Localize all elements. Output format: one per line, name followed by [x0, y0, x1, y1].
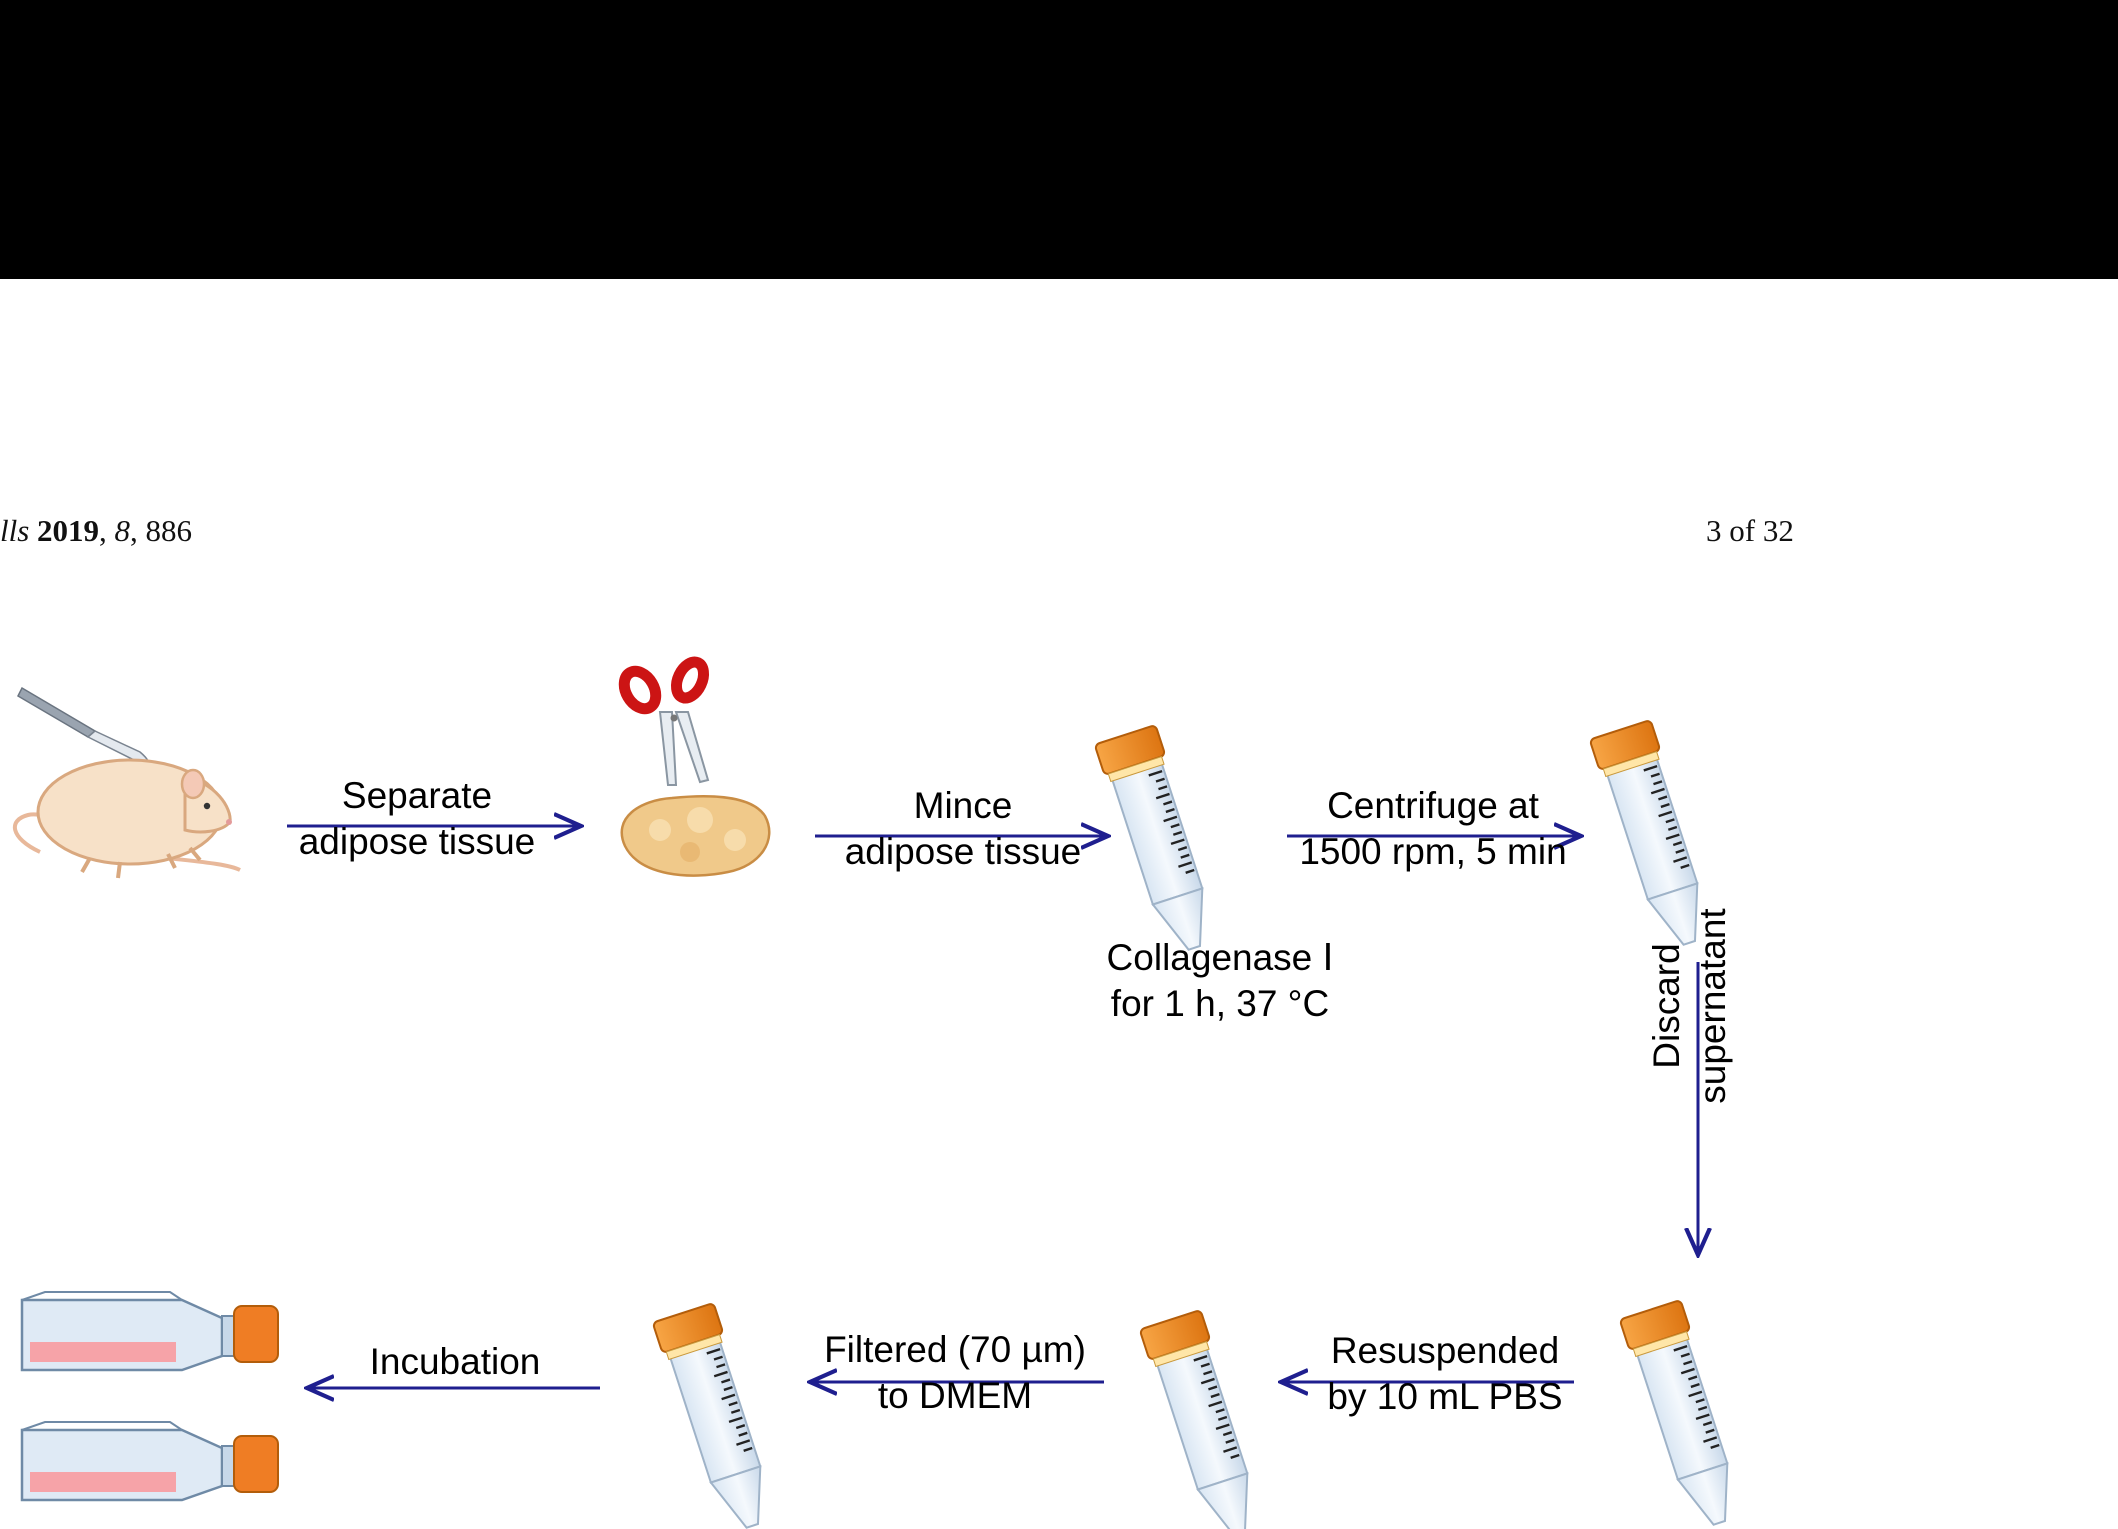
journal-citation: lls 2019, 8, 886 — [0, 513, 193, 548]
label-incubate: Incubation — [340, 1339, 570, 1385]
label-resuspend-line1: Resuspended — [1330, 1330, 1560, 1371]
label-separate-line2: adipose tissue — [298, 821, 536, 863]
journal-year: 2019 — [37, 513, 100, 548]
label-mince: Mince adipose tissue — [818, 783, 1108, 876]
scalpel-icon — [17, 686, 150, 767]
label-digest-line2: for 1 h, 37 °C — [1110, 983, 1330, 1025]
label-resuspend: Resuspended by 10 mL PBS — [1300, 1328, 1590, 1421]
label-discard: Discard supernatant — [1644, 908, 1737, 1103]
culture-flask-icon — [20, 1421, 279, 1502]
label-separate-line1: Separate — [341, 775, 493, 816]
journal-name: lls — [0, 513, 30, 548]
culture-flask-icon — [20, 1291, 279, 1372]
scissors-icon — [618, 656, 710, 786]
journal-volume: 8 — [114, 513, 131, 548]
label-filter-line2: to DMEM — [877, 1375, 1033, 1417]
label-mince-line2: adipose tissue — [844, 831, 1082, 873]
centrifuge-tube-icon — [1093, 723, 1221, 958]
adipose-tissue-icon — [620, 795, 771, 877]
label-resuspend-line2: by 10 mL PBS — [1327, 1376, 1563, 1418]
rat-icon — [12, 758, 241, 879]
label-centrifuge-line2: 1500 rpm, 5 min — [1299, 831, 1567, 873]
page-number: 3 of 32 — [1706, 513, 1794, 548]
label-incubate-line1: Incubation — [369, 1341, 541, 1382]
label-mince-line1: Mince — [913, 785, 1013, 826]
label-filter: Filtered (70 µm) to DMEM — [800, 1327, 1110, 1420]
label-discard-line2: supernatant — [1692, 908, 1733, 1104]
label-separate: Separate adipose tissue — [282, 773, 552, 866]
centrifuge-tube-icon — [1618, 1298, 1746, 1529]
centrifuge-tube-icon — [651, 1301, 779, 1529]
label-digest: Collagenase Ⅰ for 1 h, 37 °C — [1070, 935, 1370, 1028]
label-centrifuge: Centrifuge at 1500 rpm, 5 min — [1283, 783, 1583, 876]
label-filter-line1: Filtered (70 µm) — [824, 1329, 1086, 1370]
centrifuge-tube-icon — [1138, 1308, 1266, 1529]
label-digest-line1: Collagenase Ⅰ — [1106, 937, 1334, 978]
article-number: 886 — [145, 513, 193, 548]
label-discard-line1: Discard — [1645, 943, 1687, 1069]
top-black-bar — [0, 0, 2118, 279]
centrifuge-tube-icon — [1588, 718, 1716, 953]
label-centrifuge-line1: Centrifuge at — [1327, 785, 1539, 826]
